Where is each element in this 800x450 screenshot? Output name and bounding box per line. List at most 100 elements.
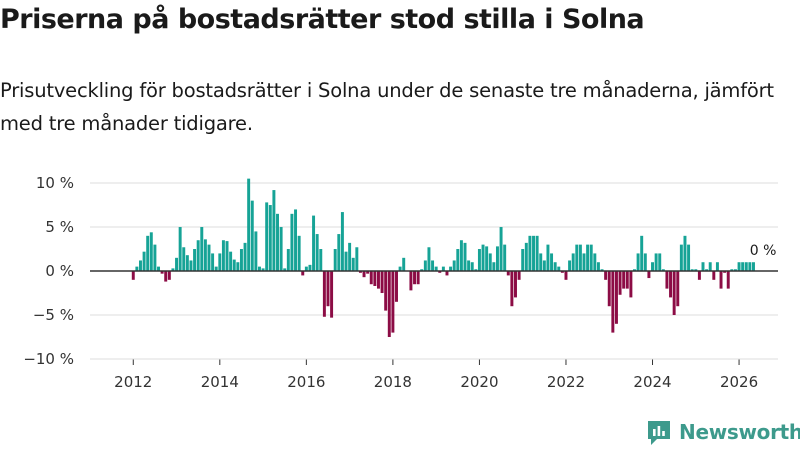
bar bbox=[737, 262, 741, 272]
x-tick-label: 2018 bbox=[374, 373, 412, 391]
bar bbox=[315, 234, 319, 272]
bar bbox=[589, 244, 593, 272]
x-tick-label: 2026 bbox=[720, 373, 758, 391]
bar bbox=[207, 244, 211, 272]
bar bbox=[495, 246, 499, 272]
bar bbox=[669, 271, 673, 298]
bar bbox=[661, 269, 665, 272]
bar bbox=[211, 253, 215, 272]
bar bbox=[319, 249, 323, 272]
bar bbox=[694, 269, 698, 272]
bar bbox=[633, 269, 636, 272]
bar bbox=[413, 271, 417, 285]
bar bbox=[431, 260, 435, 272]
bar bbox=[611, 271, 615, 333]
bar bbox=[542, 260, 546, 272]
bar bbox=[178, 227, 182, 272]
bar bbox=[351, 257, 355, 272]
bar bbox=[290, 213, 294, 272]
bar bbox=[160, 271, 164, 274]
bar bbox=[171, 268, 175, 272]
bar bbox=[600, 269, 604, 272]
bar bbox=[726, 271, 730, 289]
bar bbox=[535, 235, 539, 272]
bar bbox=[247, 178, 251, 272]
bar bbox=[265, 202, 269, 272]
bar bbox=[257, 266, 261, 272]
bar bbox=[643, 253, 647, 272]
bar bbox=[474, 269, 478, 272]
bar bbox=[524, 242, 528, 272]
bar bbox=[701, 262, 705, 272]
bar bbox=[723, 271, 727, 273]
bar bbox=[578, 244, 582, 272]
bar bbox=[445, 271, 449, 276]
bar bbox=[434, 266, 438, 272]
bar bbox=[398, 266, 402, 272]
bar bbox=[337, 234, 341, 272]
bar bbox=[506, 271, 510, 276]
bar bbox=[441, 266, 445, 272]
bar bbox=[142, 251, 146, 272]
bar bbox=[744, 262, 748, 272]
bar bbox=[697, 271, 701, 280]
bar bbox=[146, 235, 150, 272]
bar bbox=[358, 271, 362, 273]
bar bbox=[614, 271, 618, 324]
bar bbox=[647, 271, 651, 279]
bar bbox=[625, 271, 629, 289]
bar bbox=[636, 253, 640, 272]
bar bbox=[182, 247, 186, 272]
bar bbox=[423, 260, 427, 272]
y-tick-label: −10 % bbox=[23, 350, 74, 368]
bar bbox=[481, 244, 485, 272]
y-tick-label: 10 % bbox=[36, 174, 74, 192]
bar bbox=[380, 271, 384, 294]
bar bbox=[705, 269, 709, 272]
bar bbox=[254, 231, 258, 272]
bar bbox=[452, 260, 456, 272]
bar bbox=[175, 257, 179, 272]
bar bbox=[463, 242, 467, 272]
bar bbox=[376, 271, 380, 289]
bar bbox=[593, 253, 597, 272]
bar bbox=[189, 260, 193, 272]
bar bbox=[131, 271, 135, 280]
bar bbox=[322, 271, 326, 317]
bar bbox=[232, 259, 236, 272]
bar bbox=[676, 271, 680, 307]
bar bbox=[517, 271, 521, 280]
brand-name: Newsworthy bbox=[679, 420, 800, 444]
bar bbox=[586, 244, 590, 272]
x-tick-label: 2020 bbox=[460, 373, 498, 391]
bar bbox=[492, 262, 496, 272]
bar bbox=[409, 271, 413, 291]
bar bbox=[243, 242, 247, 272]
bar bbox=[279, 227, 283, 272]
bar bbox=[330, 271, 334, 318]
bar bbox=[286, 249, 290, 272]
bar bbox=[571, 253, 575, 272]
bar bbox=[503, 244, 507, 272]
bar bbox=[297, 235, 301, 272]
bar bbox=[135, 266, 139, 272]
bar bbox=[719, 271, 723, 289]
bar bbox=[510, 271, 514, 307]
bar bbox=[672, 271, 676, 316]
bar bbox=[333, 249, 337, 272]
bar bbox=[427, 247, 431, 272]
bar bbox=[568, 260, 572, 272]
bar bbox=[748, 262, 752, 272]
bar bbox=[715, 262, 719, 272]
x-tick-label: 2022 bbox=[547, 373, 585, 391]
bar bbox=[499, 227, 503, 272]
bar bbox=[276, 213, 279, 272]
bar bbox=[149, 232, 153, 272]
bar bbox=[362, 271, 366, 278]
bar bbox=[485, 246, 489, 272]
bar bbox=[384, 271, 388, 311]
bar bbox=[467, 260, 471, 272]
bar bbox=[477, 249, 481, 272]
bar bbox=[196, 240, 200, 272]
bar bbox=[564, 271, 568, 280]
